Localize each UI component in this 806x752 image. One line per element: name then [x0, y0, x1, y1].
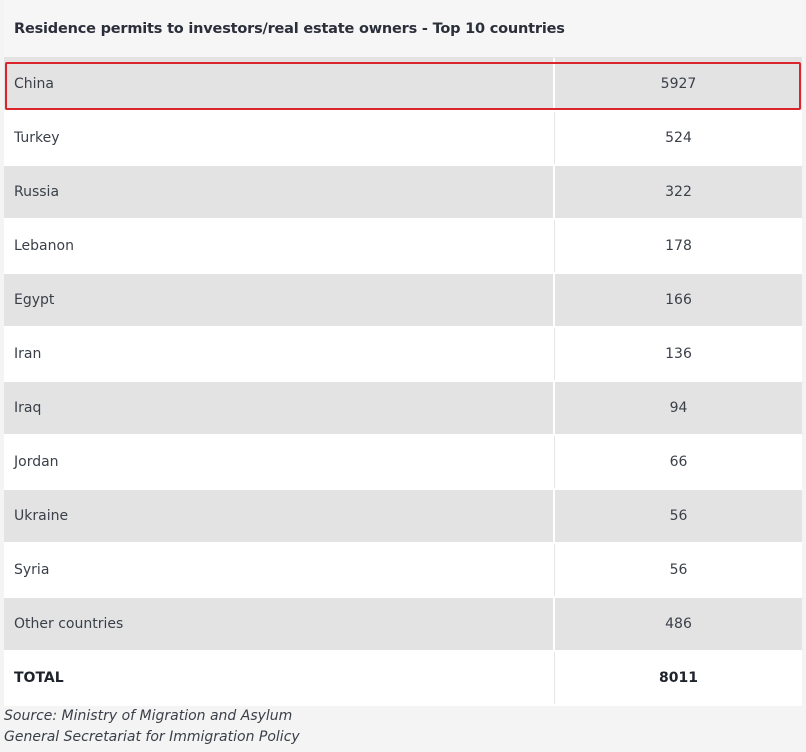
value-cell: 322 [665, 184, 692, 200]
value-cell: 178 [665, 238, 692, 254]
country-cell: Lebanon [4, 220, 555, 272]
value-cell: 524 [665, 130, 692, 146]
country-cell: Egypt [4, 274, 555, 326]
source-line-1: Source: Ministry of Migration and Asylum [4, 708, 293, 724]
country-cell: Iraq [4, 382, 555, 434]
table-row: Iran 136 [4, 328, 802, 382]
country-cell: Other countries [4, 598, 555, 650]
table-row: Russia 322 [4, 166, 802, 220]
value-cell: 56 [669, 562, 688, 578]
permits-table: Residence permits to investors/real esta… [4, 0, 802, 706]
country-cell: Syria [4, 544, 555, 596]
value-cell: 166 [665, 292, 692, 308]
country-cell: Ukraine [4, 490, 555, 542]
table-row: Jordan 66 [4, 436, 802, 490]
value-cell: 5927 [660, 76, 697, 92]
country-cell: Russia [4, 166, 555, 218]
table-row: China 5927 [4, 58, 802, 112]
country-cell: Jordan [4, 436, 555, 488]
country-cell: China [4, 58, 555, 110]
table-row: Other countries 486 [4, 598, 802, 652]
source-line-2: General Secretariat for Immigration Poli… [4, 729, 300, 745]
table-row: Ukraine 56 [4, 490, 802, 544]
table-row: Turkey 524 [4, 112, 802, 166]
value-cell: 56 [669, 508, 688, 524]
value-cell: 486 [665, 616, 692, 632]
country-cell: Iran [4, 328, 555, 380]
total-value: 8011 [659, 670, 698, 686]
value-cell: 94 [669, 400, 688, 416]
table-row: Syria 56 [4, 544, 802, 598]
value-cell: 136 [665, 346, 692, 362]
total-row: TOTAL 8011 [4, 652, 802, 706]
source-note: Source: Ministry of Migration and Asylum… [4, 706, 300, 748]
table-row: Iraq 94 [4, 382, 802, 436]
value-cell: 66 [669, 454, 688, 470]
total-label: TOTAL [4, 652, 555, 704]
table-row: Egypt 166 [4, 274, 802, 328]
table-row: Lebanon 178 [4, 220, 802, 274]
country-cell: Turkey [4, 112, 555, 164]
table-title: Residence permits to investors/real esta… [4, 0, 802, 58]
